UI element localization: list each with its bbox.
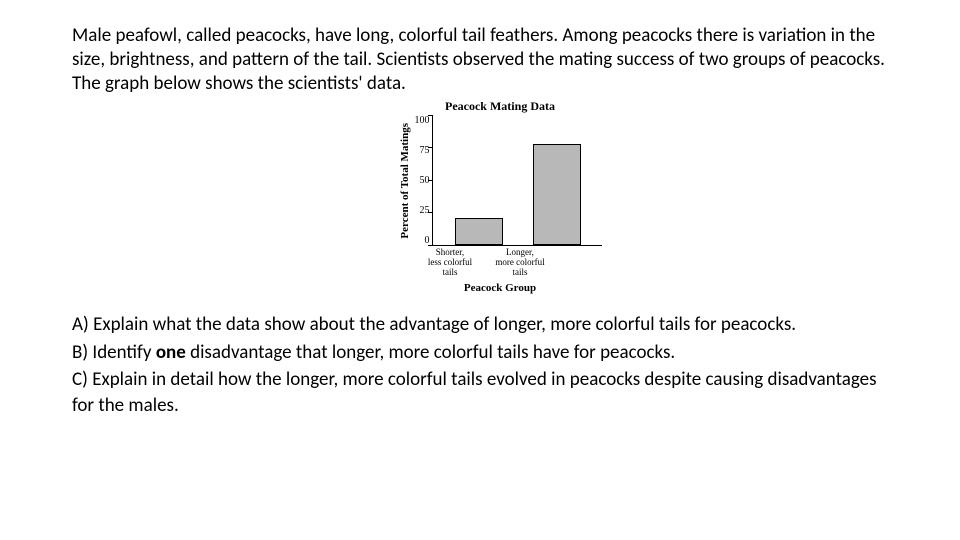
ytick-mark [428,180,433,181]
bar-1 [533,144,581,245]
question-a-text: Explain what the data show about the adv… [93,313,796,336]
question-b-bold: one [156,341,186,364]
question-c-text: Explain in detail how the longer, more c… [72,368,877,417]
xcat-label-0: Shorter,less colorfultails [418,248,482,278]
question-b-prefix: B) [72,341,92,364]
question-c-prefix: C) [72,368,92,391]
ytick-mark [428,212,433,213]
x-axis-categories: Shorter,less colorfultailsLonger,more co… [426,248,596,278]
question-b-text2: disadvantage that longer, more colorful … [186,341,675,364]
chart-title: Peacock Mating Data [445,99,555,114]
ytick-mark [428,115,433,116]
bar-0 [455,218,503,245]
question-c: C) Explain in detail how the longer, mor… [72,367,888,418]
xcat-label-1: Longer,more colorfultails [488,248,552,278]
question-a-prefix: A) [72,313,93,336]
x-axis-label: Peacock Group [464,282,536,294]
y-axis-label: Percent of Total Matings [399,123,411,239]
ytick-100: 100 [415,116,430,126]
intro-paragraph: Male peafowl, called peacocks, have long… [72,24,888,95]
y-axis-ticks: 100 75 50 25 0 [415,116,432,246]
question-a: A) Explain what the data show about the … [72,312,888,338]
ytick-25: 25 [415,206,430,216]
ytick-50: 50 [415,176,430,186]
question-b: B) Identify one disadvantage that longer… [72,340,888,366]
ytick-mark [428,147,433,148]
chart-plot-area [432,116,602,246]
chart-container: Peacock Mating Data Percent of Total Mat… [72,99,888,294]
ytick-mark [428,245,433,246]
question-b-text1: Identify [92,341,155,364]
